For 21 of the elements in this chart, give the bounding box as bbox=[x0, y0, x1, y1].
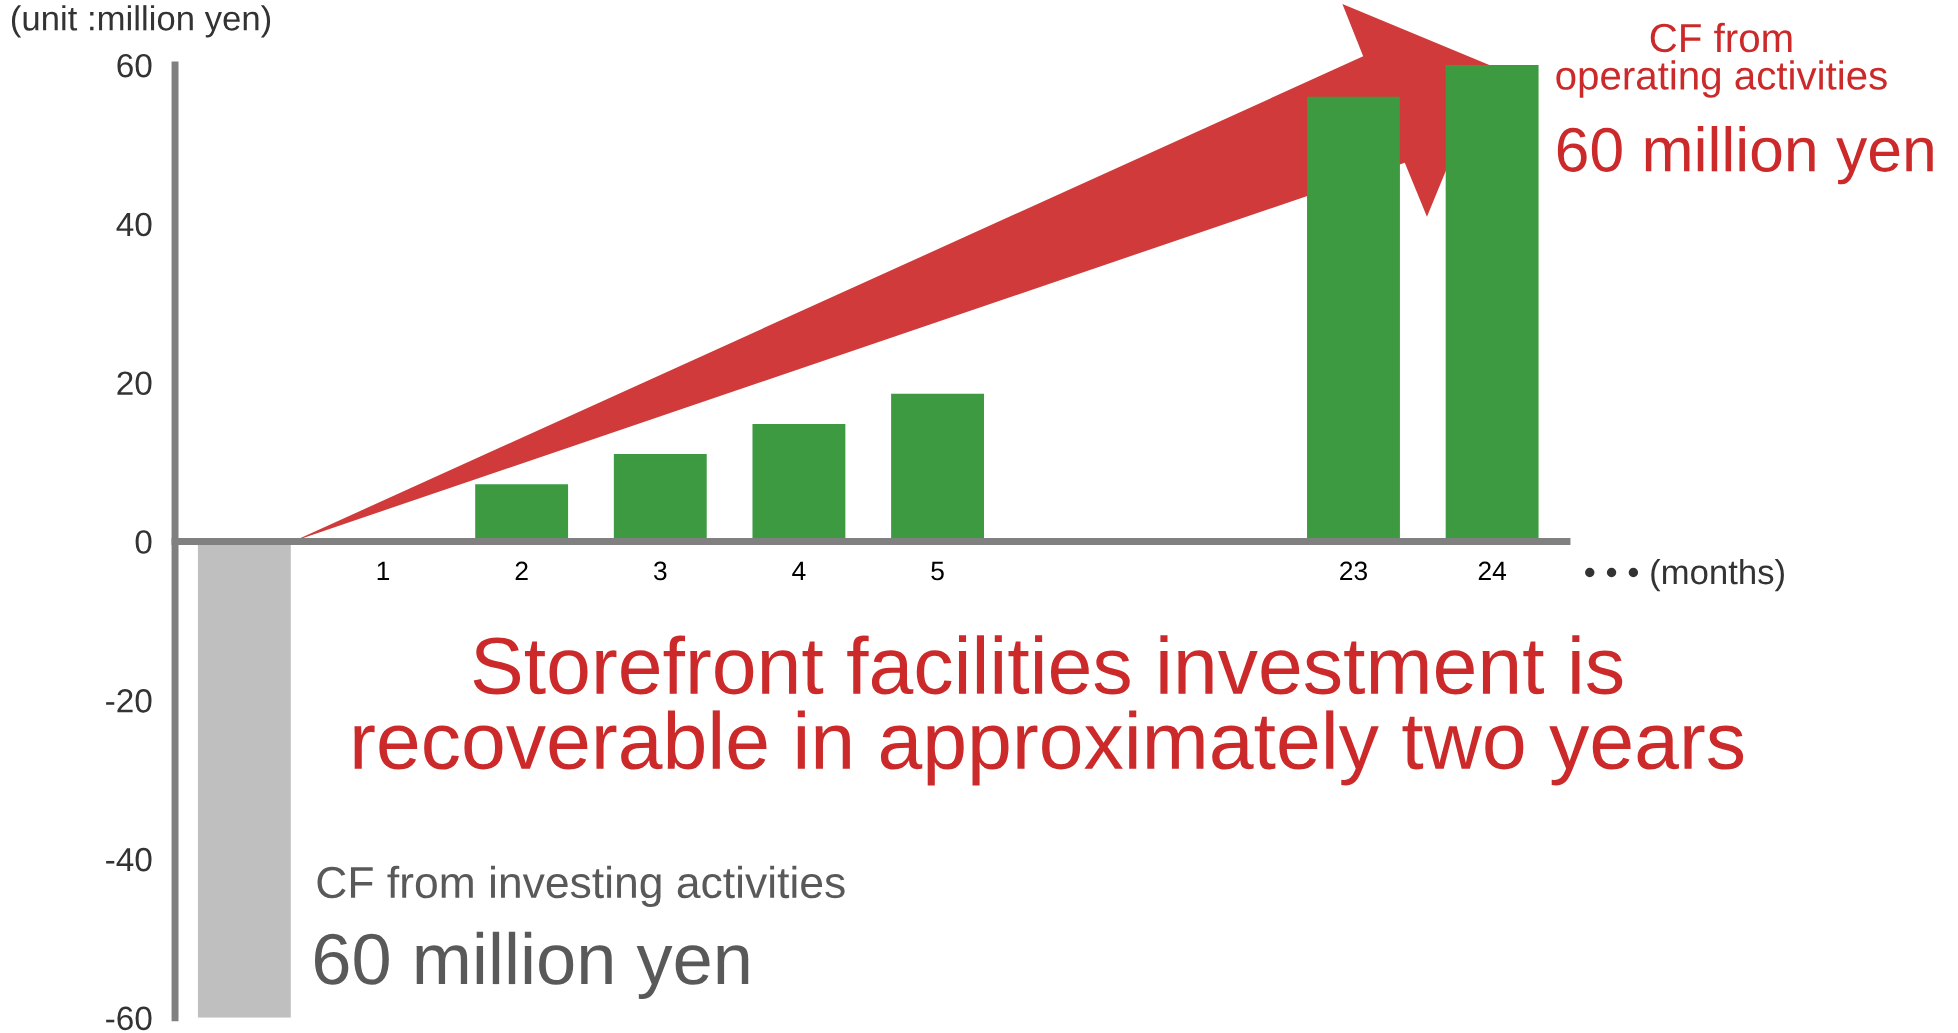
x-tick-label: 4 bbox=[792, 561, 806, 581]
x-tick-label: 3 bbox=[653, 561, 667, 581]
x-tick-label: 24 bbox=[1478, 561, 1507, 581]
y-tick-label: -60 bbox=[106, 1006, 152, 1031]
x-axis-title: • • • (months) bbox=[1585, 558, 1784, 592]
annotation: 60 million yen bbox=[314, 931, 749, 1000]
y-tick-label: 20 bbox=[117, 371, 152, 396]
annotation: 60 million yen bbox=[1557, 126, 1933, 185]
annotation: CF from investing activities bbox=[317, 865, 845, 908]
y-tick-label: 0 bbox=[135, 530, 152, 554]
x-tick-label: 23 bbox=[1340, 561, 1367, 581]
y-tick-label: 60 bbox=[117, 53, 152, 78]
annotation: Storefront facilities investment is recoverable in approximately two years bbox=[354, 635, 1744, 786]
annotation: CF from operating activities bbox=[1556, 22, 1887, 98]
y-tick-label: -40 bbox=[106, 847, 152, 872]
y-axis-title: (unit :million yen) bbox=[11, 5, 271, 38]
y-tick-label: 40 bbox=[116, 212, 152, 237]
x-tick-label: 5 bbox=[931, 561, 944, 581]
x-tick-label: 1 bbox=[377, 561, 390, 581]
x-tick-label: 2 bbox=[515, 561, 528, 581]
y-tick-label: -20 bbox=[106, 689, 152, 713]
